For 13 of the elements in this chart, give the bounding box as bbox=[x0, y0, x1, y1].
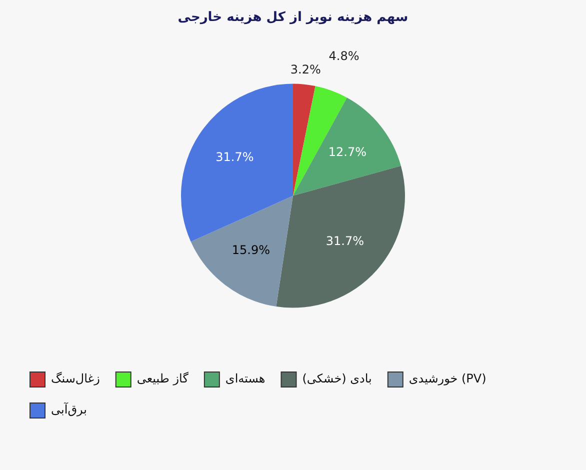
data-label: 31.7% bbox=[326, 234, 364, 248]
legend-label: بادی (خشکی) bbox=[302, 372, 372, 386]
data-label: 4.8% bbox=[328, 48, 360, 63]
legend-label: زغال‌سنگ bbox=[51, 372, 100, 386]
legend-label: هسته‌ای bbox=[225, 372, 266, 386]
data-label: 31.7% bbox=[216, 150, 254, 164]
legend-label: گاز طبیعی bbox=[136, 372, 189, 386]
data-label: 3.2% bbox=[290, 62, 321, 77]
legend-label: برق‌آبی bbox=[51, 402, 87, 417]
data-label: 15.9% bbox=[232, 243, 270, 258]
chart-title: سهم هزینه نویز از کل هزینه خارجی bbox=[178, 10, 408, 26]
data-label: 12.7% bbox=[328, 144, 367, 159]
legend-label: خورشیدی (PV) bbox=[408, 372, 486, 386]
